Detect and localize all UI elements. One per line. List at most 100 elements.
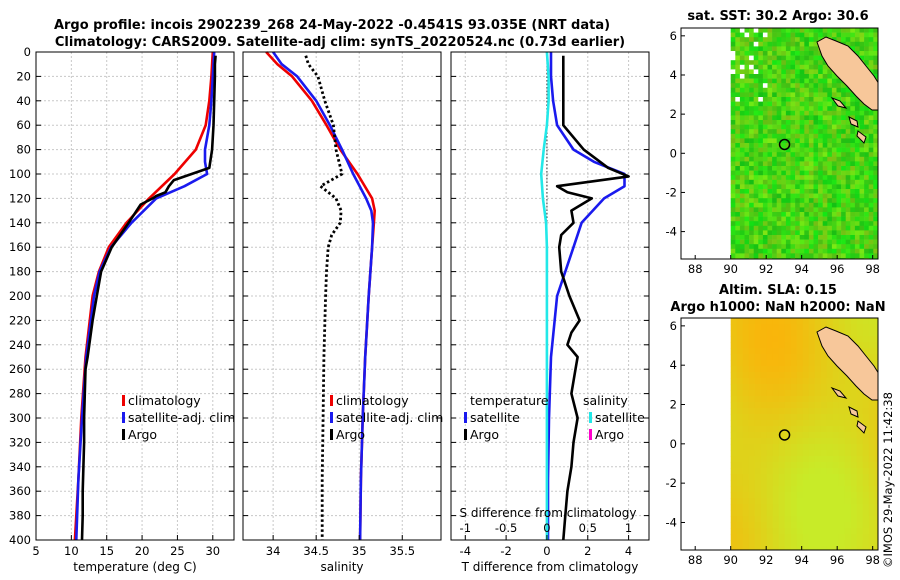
sla-cell <box>790 336 797 343</box>
sst-cell <box>854 239 860 245</box>
sla-cell <box>802 372 809 379</box>
sst-cell <box>813 69 819 75</box>
sst-cell <box>772 235 777 240</box>
sst-cell <box>822 133 828 139</box>
sst-cell <box>864 207 869 213</box>
sst-cell <box>822 69 828 75</box>
sst-cell <box>749 221 754 227</box>
sst-cell <box>735 138 741 144</box>
sst-cell <box>749 193 754 199</box>
sla-cell <box>862 426 869 433</box>
sst-cell <box>762 37 768 43</box>
sla-cell <box>868 498 875 505</box>
sst-cell <box>818 175 823 181</box>
sal-legend-swatch-climatology <box>330 395 333 406</box>
sla-cell <box>802 414 809 421</box>
sla-cell <box>868 462 875 469</box>
sst-cell <box>785 133 791 139</box>
sst-cell <box>845 202 851 208</box>
temperature-legend: climatology satellite-adj. clim Argo <box>122 393 235 442</box>
sst-cell <box>758 110 764 116</box>
sst-cell <box>785 212 791 217</box>
sst-cell <box>790 120 796 125</box>
sst-cell <box>845 97 851 102</box>
sst-cell <box>758 37 764 43</box>
sst-cell <box>749 101 754 107</box>
sla-cell <box>814 450 821 457</box>
sst-cell <box>799 87 805 93</box>
sst-cell <box>744 46 750 52</box>
sla-cell <box>862 474 869 481</box>
sst-cell <box>730 152 736 158</box>
sst-cell <box>804 189 810 194</box>
sst-cell <box>767 212 773 217</box>
sst-cell <box>818 253 823 259</box>
sst-cell <box>799 60 805 66</box>
x-tick-label: 0 <box>543 544 550 558</box>
sst-cell <box>873 124 878 130</box>
sst-cell <box>762 32 768 38</box>
sst-cell <box>808 207 814 213</box>
sst-cell <box>822 78 828 84</box>
sst-cell <box>868 216 874 222</box>
sla-cell <box>772 420 779 427</box>
sst-cell <box>790 87 796 93</box>
sla-cell <box>796 426 803 433</box>
sla-cell <box>772 468 779 475</box>
sla-cell <box>754 318 761 325</box>
sst-cell <box>808 64 814 70</box>
difference-series <box>539 51 630 541</box>
sla-cell <box>796 378 803 385</box>
sla-cell <box>772 462 779 469</box>
sla-cell <box>790 318 797 325</box>
sst-cell <box>730 184 736 190</box>
sla-cell <box>784 390 791 397</box>
sst-cell <box>795 101 800 107</box>
sla-cell <box>772 366 779 373</box>
sla-cell <box>844 390 851 397</box>
sst-cell <box>744 193 750 199</box>
sla-cell <box>796 342 803 349</box>
sla-cell <box>748 474 755 481</box>
sst-cell <box>818 83 823 89</box>
sst-cell <box>744 156 750 162</box>
sst-cell <box>877 138 878 144</box>
sst-cell <box>845 133 851 139</box>
sst-cell <box>836 87 842 93</box>
sla-cell <box>874 330 878 337</box>
sst-cell <box>730 51 736 56</box>
sst-cell <box>799 32 805 38</box>
sst-cell <box>868 115 874 121</box>
sla-cell <box>748 336 755 343</box>
sst-cell <box>776 221 782 227</box>
sst-cell <box>762 253 768 259</box>
sst-cell <box>804 37 810 43</box>
sst-cell <box>730 64 736 70</box>
map-y-tick-label: 4 <box>670 68 677 82</box>
sst-cell <box>735 244 741 250</box>
sst-cell <box>790 92 796 98</box>
sst-cell <box>836 189 842 194</box>
sst-cell <box>845 32 851 38</box>
sla-cell <box>766 444 773 451</box>
sla-cell <box>826 480 833 487</box>
sst-cell <box>804 230 810 236</box>
sst-cell <box>730 230 736 236</box>
sst-cell <box>795 60 800 66</box>
sst-cell <box>799 221 805 227</box>
sst-cell <box>868 170 874 176</box>
sla-cell <box>868 528 875 535</box>
sla-cell <box>850 522 857 529</box>
sla-cell <box>808 372 815 379</box>
sla-cell <box>832 480 839 487</box>
sumatra-land-shape <box>816 326 878 401</box>
sst-cell <box>781 120 787 125</box>
sst-cell <box>845 87 851 93</box>
sla-cell <box>826 528 833 535</box>
sst-cell <box>781 161 787 167</box>
sst-cell <box>790 115 796 121</box>
sst-cell <box>818 230 823 236</box>
map-x-tick-label: 90 <box>723 553 738 567</box>
sst-cell <box>845 216 851 222</box>
sst-cell <box>772 83 777 89</box>
